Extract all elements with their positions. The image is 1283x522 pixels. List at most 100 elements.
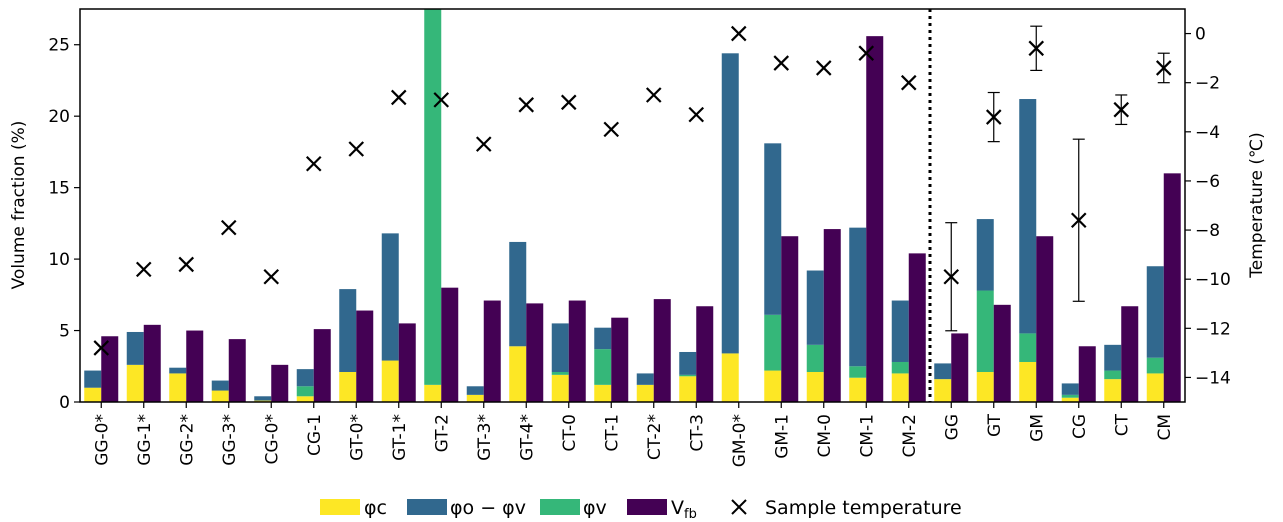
temp-marker-GT	[985, 109, 1002, 125]
bar-phi-c-GM-1	[764, 370, 782, 402]
x-tick-label: GM-1	[772, 414, 792, 459]
y-tick-label: 20	[48, 107, 70, 127]
bar-phi-v-CM	[1146, 357, 1164, 374]
legend-phi-c-main: φc	[364, 497, 387, 519]
bar-phi-v-CM-2	[891, 361, 909, 374]
bar-phi-c-CT-3	[679, 376, 697, 402]
temp-marker-CT-0	[560, 94, 577, 111]
bar-phi-ov-GT-1*	[381, 233, 399, 361]
bar-phi-c-GT-1*	[381, 360, 399, 402]
bar-vfb-GT-1*	[398, 323, 416, 402]
x-tick-label: CT-1	[602, 414, 622, 452]
x-tick-label: CT-2*	[645, 414, 665, 460]
bar-phi-c-CM-1	[849, 377, 867, 402]
bar-vfb-CM-2	[908, 253, 926, 402]
bar-phi-c-GT-2	[424, 384, 442, 402]
x-tick-label: CT	[1112, 413, 1132, 436]
temp-marker-CG-0*	[263, 268, 280, 285]
bar-vfb-GT-4*	[526, 303, 544, 402]
legend-label-phi-v: φv	[583, 497, 607, 519]
bar-phi-ov-CT-1	[594, 327, 612, 350]
y2-tick-label: −2	[1195, 74, 1220, 94]
bar-phi-ov-GG-0*	[84, 370, 102, 388]
bar-phi-ov-CG-0*	[254, 396, 272, 401]
bars-layer	[84, 9, 1181, 402]
y2-tick-label: −12	[1195, 319, 1231, 339]
x-axis-ticks: GG-0* GG-1* GG-2* GG-3* CG-0* CG-1 GT-0* GT-1* G…	[92, 402, 1175, 467]
bar-phi-ov-GM	[1019, 99, 1037, 334]
temp-marker-GM	[1028, 40, 1045, 57]
temp-marker-CT-2*	[645, 87, 662, 103]
temp-marker-CM-2	[900, 74, 917, 91]
bar-phi-c-CM-2	[891, 373, 909, 402]
bar-vfb-CG-0*	[271, 364, 289, 402]
x-tick-label: CM-2	[900, 414, 920, 458]
bar-vfb-CT	[1121, 306, 1139, 402]
y-tick-label: 25	[48, 36, 70, 56]
y2-tick-label: −14	[1195, 368, 1231, 388]
y-tick-label: 0	[59, 393, 70, 413]
x-tick-label: CG-1	[305, 414, 325, 456]
bar-phi-c-GT-3*	[466, 394, 484, 402]
temp-marker-CG-1	[305, 155, 322, 172]
bar-phi-ov-CM	[1146, 266, 1164, 358]
temp-marker-GG-2*	[178, 256, 195, 273]
bar-phi-ov-CG-1	[296, 369, 314, 387]
y2-axis-label: Temperature (℃)	[1247, 132, 1267, 278]
bar-vfb-GG-1*	[143, 324, 161, 402]
y2-tick-label: −8	[1195, 221, 1220, 241]
legend-label-vfb: Vfb	[671, 497, 697, 522]
x-tick-label: GG	[942, 414, 962, 440]
bar-phi-v-GT	[976, 290, 994, 372]
bar-phi-ov-GM-0*	[721, 53, 739, 354]
x-tick-label: CM-1	[857, 414, 877, 458]
bar-vfb-GT-2	[441, 287, 459, 402]
bar-phi-ov-GM-1	[764, 143, 782, 315]
bar-phi-v-CG	[1061, 394, 1079, 398]
bar-phi-ov-GT-3*	[466, 386, 484, 395]
x-tick-label: GT-2	[432, 414, 452, 452]
bar-phi-c-GT-0*	[339, 371, 357, 402]
bar-vfb-GM-1	[781, 236, 799, 402]
legend-swatch-phi-v	[540, 499, 580, 515]
bar-phi-ov-GT-4*	[509, 241, 527, 347]
bar-phi-ov-CT-3	[679, 351, 697, 375]
x-tick-label: CG-0*	[262, 414, 282, 465]
temp-marker-CG	[1070, 212, 1087, 229]
bar-phi-v-GM-1	[764, 314, 782, 371]
bar-phi-v-CM-1	[849, 366, 867, 378]
bar-phi-ov-GG	[934, 363, 952, 380]
bar-phi-ov-CM-2	[891, 300, 909, 362]
x-tick-label: GM-0*	[730, 414, 750, 467]
legend-marker-temperature	[731, 499, 747, 515]
bar-vfb-GG-3*	[228, 339, 246, 402]
bar-phi-ov-CG	[1061, 383, 1079, 395]
bar-phi-c-CM	[1146, 373, 1164, 402]
y-tick-label: 5	[59, 322, 70, 342]
bar-phi-c-GM-0*	[721, 353, 739, 402]
y-axis-label: Volume fraction (%)	[9, 121, 29, 290]
bar-phi-c-GG-0*	[84, 387, 102, 402]
temp-marker-GT-2	[433, 92, 450, 108]
plot-frame	[79, 8, 1186, 403]
x-tick-label: CM-0	[815, 414, 835, 458]
bar-phi-ov-CT-0	[551, 323, 569, 372]
temp-marker-GT-1*	[390, 89, 407, 106]
bar-vfb-GT-0*	[356, 310, 374, 402]
bar-phi-c-GT-4*	[509, 346, 527, 402]
temp-marker-CT-1	[603, 121, 620, 138]
temperature-markers-layer	[93, 25, 1172, 356]
bar-phi-c-CG	[1061, 397, 1079, 402]
temp-marker-CM-1	[858, 45, 875, 61]
x-tick-label: CG	[1070, 414, 1090, 439]
bar-phi-v-CT	[1104, 370, 1122, 380]
left-axis-ticks: 0 5 10 15 20 25	[48, 36, 80, 413]
x-tick-label: GG-0*	[92, 414, 112, 466]
bar-phi-ov-GT-0*	[339, 289, 357, 372]
legend-swatch-phi-c	[320, 499, 360, 515]
x-tick-label: GG-2*	[177, 414, 197, 466]
bar-vfb-CM-0	[823, 229, 841, 402]
legend: φc φo − φv φv Vfb Sample temperature	[320, 497, 962, 522]
bar-phi-c-CT	[1104, 379, 1122, 402]
bar-phi-v-GM	[1019, 333, 1037, 362]
